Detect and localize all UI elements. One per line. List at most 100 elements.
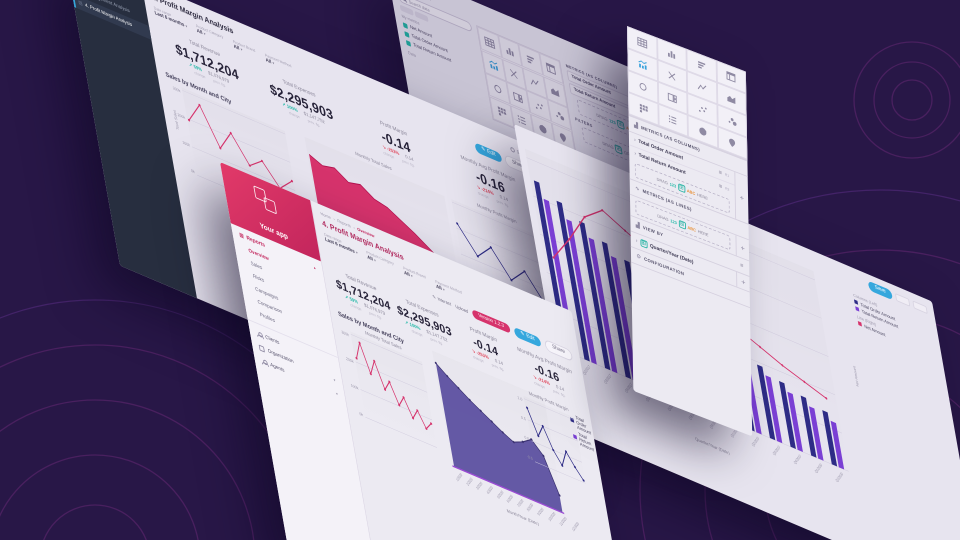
bar-chart-icon[interactable] <box>686 48 717 83</box>
y-axis-tick: 200k <box>177 112 186 121</box>
drag-handle-icon[interactable]: ≋ <box>718 169 723 177</box>
margin-line-chart <box>523 395 587 486</box>
donut-chart-icon[interactable] <box>627 69 658 104</box>
chevron-right-icon: › <box>635 237 638 245</box>
chevron-down-icon: ▾ <box>335 390 339 397</box>
reports-grid-icon: ▦ <box>238 232 245 240</box>
calendar-icon: ⊞ <box>640 238 648 249</box>
plus-icon: + <box>740 243 745 253</box>
scatter-plot-icon[interactable] <box>526 90 551 122</box>
building-icon <box>258 344 265 353</box>
scatter-plot-icon[interactable] <box>687 92 718 127</box>
y-axis-tick: 0k <box>190 168 196 175</box>
bubble-chart-icon[interactable] <box>716 104 747 138</box>
upload-link[interactable]: Upload <box>454 303 469 315</box>
bubble-chart-icon[interactable] <box>546 98 572 131</box>
combo-chart-icon[interactable] <box>627 47 658 82</box>
users-icon <box>261 358 267 366</box>
columns-icon: ▟ <box>633 122 639 130</box>
pie-chart-icon[interactable] <box>687 114 718 149</box>
bar-chart-icon[interactable] <box>518 43 543 76</box>
plus-icon: + <box>739 193 745 203</box>
chevron-down-icon: ▾ <box>333 376 336 383</box>
y-axis-tick: 100k <box>350 381 359 391</box>
heatmap-icon[interactable] <box>489 95 514 128</box>
chevron-right-icon: › <box>634 150 637 157</box>
document-icon: ▤ <box>77 0 84 8</box>
chart-config-panel: ▟ METRICS (AS COLUMNS) › Total Order Amo… <box>627 26 753 437</box>
monthly-profit-margin-chart: Monthly Profit Margin 1.0 0.5 0.0 -0.5 <box>514 385 607 540</box>
y-axis-caption: Net Amount <box>851 365 860 388</box>
map-pin-icon[interactable] <box>717 126 748 160</box>
chart-type-grid <box>627 26 748 161</box>
pencil-icon: ✎ <box>520 330 526 339</box>
y-axis-tick: 200k <box>345 355 354 364</box>
toolbar-ghost-button[interactable] <box>894 292 911 307</box>
chevron-down-icon: ▾ <box>355 249 359 256</box>
list-icon[interactable] <box>509 104 535 137</box>
gear-icon: ⚙ <box>636 253 642 261</box>
sales-by-month-chart: Sales by Month and City Monthly Total Sa… <box>338 310 450 488</box>
legend-swatch <box>857 321 862 327</box>
line-icon: ∿ <box>635 185 640 194</box>
hierarchy-icon: ⊞ <box>614 144 623 155</box>
column-chart-icon[interactable] <box>497 35 523 67</box>
city-area-chart: 1/2020 2/2020 3/2020 4/2020 5/2020 6/2020 7/20… <box>431 350 594 532</box>
y-axis-tick: 100k <box>181 139 191 148</box>
people-icon <box>510 146 516 154</box>
x-axis-tick: Q4/2019 <box>793 453 803 466</box>
x-axis-tick: Q2/2017 <box>582 363 592 376</box>
y-axis-tick: 1.0 <box>516 394 523 402</box>
add-metric-button[interactable]: + <box>734 171 749 224</box>
line-chart-icon[interactable] <box>522 67 547 99</box>
pencil-icon: ✎ <box>480 145 487 154</box>
scatter-x-icon[interactable] <box>657 59 688 93</box>
layout-icon[interactable] <box>657 81 688 115</box>
table-chart-icon[interactable] <box>477 26 502 58</box>
list-icon[interactable] <box>657 103 688 137</box>
pivot-table-icon[interactable] <box>716 60 747 94</box>
x-axis-tick: Q3/2019 <box>772 444 782 457</box>
column-chart-icon[interactable] <box>656 37 687 71</box>
logo-icon <box>263 196 277 215</box>
chevron-right-icon: › <box>332 216 336 222</box>
y-axis-tick: 0.5 <box>520 414 527 422</box>
chevron-right-icon: › <box>634 137 636 144</box>
chevron-down-icon: ▾ <box>185 23 188 30</box>
combo-chart-icon[interactable] <box>481 49 506 81</box>
pie-chart-icon[interactable] <box>530 113 556 145</box>
pivot-table-icon[interactable] <box>538 52 564 84</box>
plus-icon: + <box>741 276 746 287</box>
chevron-up-icon: ▴ <box>313 264 316 270</box>
map-pin-icon[interactable] <box>551 122 576 154</box>
chart-type-grid <box>476 25 577 156</box>
monthly-sales-line-chart <box>349 330 438 450</box>
y-axis-tick: 300k <box>340 328 350 337</box>
donut-chart-icon[interactable] <box>485 72 510 105</box>
hierarchy-icon: ⊞ <box>677 183 686 194</box>
y-axis-tick: -0.5 <box>526 453 534 462</box>
drag-handle-icon[interactable]: ≋ <box>718 183 723 191</box>
x-axis-tick: Q3/2017 <box>603 372 613 385</box>
y-axis-tick: 0.0 <box>523 434 530 442</box>
interact-link[interactable]: ✎ Interact <box>431 293 452 308</box>
area-chart <box>431 350 565 514</box>
area-chart-icon[interactable] <box>542 75 568 108</box>
search-icon <box>402 0 407 2</box>
area-chart-icon[interactable] <box>716 82 747 116</box>
layout-icon[interactable] <box>505 81 531 113</box>
checkbox-icon[interactable] <box>405 39 412 47</box>
legend-swatch <box>855 306 860 312</box>
x-axis-tick: Q2/2020 <box>835 471 845 483</box>
x-axis-tick: Q2/2019 <box>750 435 761 448</box>
toolbar-ghost-button[interactable] <box>912 300 928 314</box>
table-chart-icon[interactable] <box>627 26 658 60</box>
drag-handle-icon: ≋ <box>740 262 745 269</box>
x-axis-tick: Q1/2020 <box>814 462 824 474</box>
scatter-x-icon[interactable] <box>501 58 527 90</box>
embedded-dashboard-panel: Your app ▦ Reports ▴ Overview Sales Risk… <box>220 162 640 540</box>
line-chart-icon[interactable] <box>686 70 717 105</box>
bars-icon: ▟ <box>635 222 641 230</box>
heatmap-icon[interactable] <box>628 91 659 126</box>
